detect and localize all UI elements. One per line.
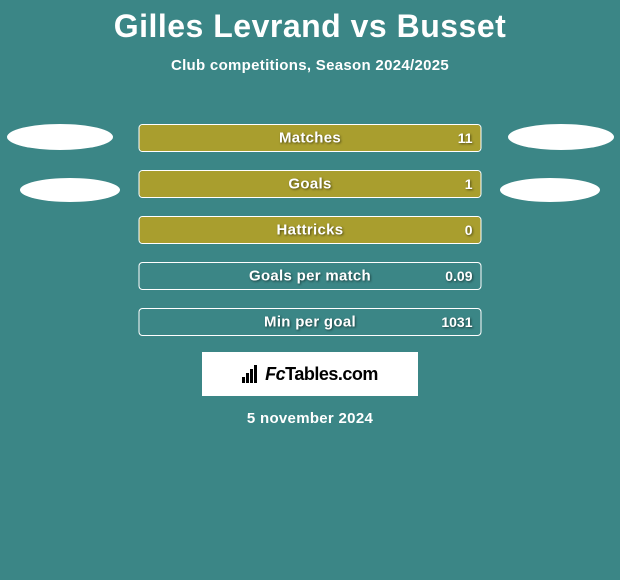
ellipse-top-right — [508, 124, 614, 150]
stat-row: Goals 1 — [139, 170, 482, 198]
stat-label: Hattricks — [277, 222, 344, 239]
stat-value: 0 — [465, 222, 473, 238]
logo-tables: Tables — [285, 364, 338, 384]
stat-label: Goals per match — [249, 268, 371, 285]
stat-value: 11 — [458, 130, 473, 146]
page-subtitle: Club competitions, Season 2024/2025 — [0, 57, 620, 74]
footer-date: 5 november 2024 — [247, 410, 373, 427]
fctables-logo: FcTables.com — [202, 352, 418, 396]
stats-bars: Matches 11 Goals 1 Hattricks 0 Goals per… — [139, 124, 482, 354]
stat-row: Goals per match 0.09 — [139, 262, 482, 290]
stat-value: 0.09 — [445, 268, 472, 284]
page-title: Gilles Levrand vs Busset — [0, 0, 620, 45]
logo-com: .com — [338, 364, 378, 384]
ellipse-mid-right — [500, 178, 600, 202]
stat-row: Min per goal 1031 — [139, 308, 482, 336]
stat-label: Min per goal — [264, 314, 356, 331]
stat-label: Goals — [288, 176, 331, 193]
logo-fc: Fc — [265, 364, 285, 384]
stat-row: Hattricks 0 — [139, 216, 482, 244]
ellipse-mid-left — [20, 178, 120, 202]
stat-row: Matches 11 — [139, 124, 482, 152]
ellipse-top-left — [7, 124, 113, 150]
bars-icon — [242, 365, 262, 383]
logo-text: FcTables.com — [265, 364, 378, 385]
stat-value: 1 — [465, 176, 473, 192]
stat-label: Matches — [279, 130, 341, 147]
stat-value: 1031 — [441, 314, 472, 330]
